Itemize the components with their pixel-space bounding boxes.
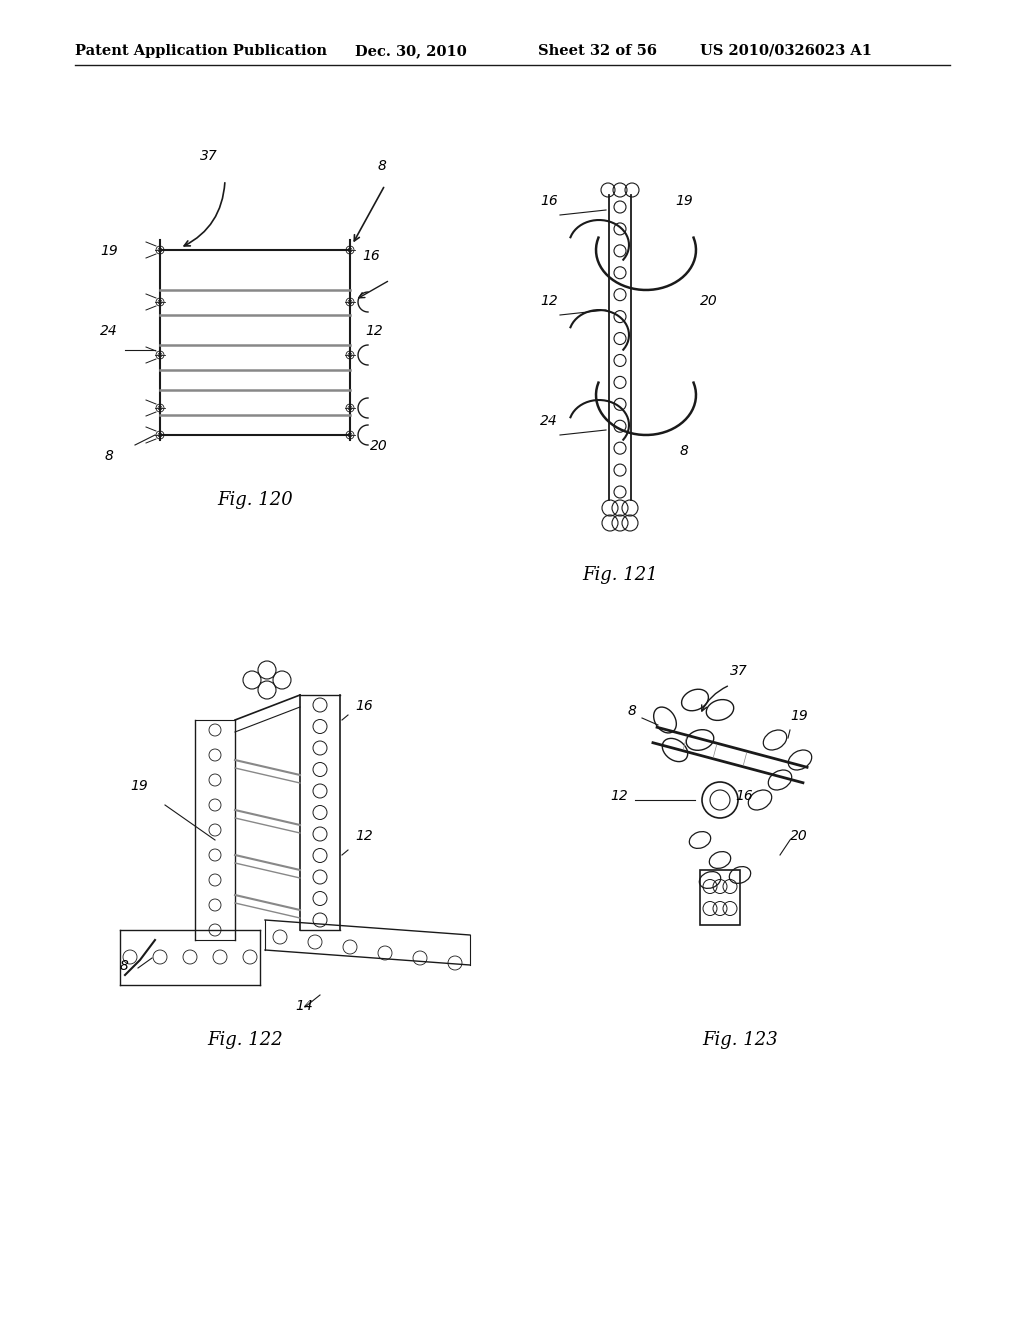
Text: 8: 8 — [680, 444, 689, 458]
Text: Sheet 32 of 56: Sheet 32 of 56 — [538, 44, 657, 58]
Text: 19: 19 — [100, 244, 118, 257]
Text: 20: 20 — [700, 294, 718, 308]
Text: 16: 16 — [355, 700, 373, 713]
Text: 12: 12 — [365, 323, 383, 338]
Text: 14: 14 — [295, 999, 312, 1012]
Text: 16: 16 — [362, 249, 380, 263]
Text: Patent Application Publication: Patent Application Publication — [75, 44, 327, 58]
Text: Fig. 123: Fig. 123 — [702, 1031, 778, 1049]
Text: 16: 16 — [735, 789, 753, 803]
Text: 37: 37 — [200, 149, 218, 162]
Text: Fig. 122: Fig. 122 — [207, 1031, 283, 1049]
Text: US 2010/0326023 A1: US 2010/0326023 A1 — [700, 44, 872, 58]
Text: Fig. 120: Fig. 120 — [217, 491, 293, 510]
Text: Dec. 30, 2010: Dec. 30, 2010 — [355, 44, 467, 58]
Text: 12: 12 — [610, 789, 628, 803]
Text: 20: 20 — [370, 440, 388, 453]
Bar — [700, 870, 740, 925]
Text: 12: 12 — [355, 829, 373, 843]
Text: 20: 20 — [790, 829, 808, 843]
Text: 8: 8 — [378, 158, 387, 173]
Text: 8: 8 — [105, 449, 114, 463]
Text: 8: 8 — [628, 704, 637, 718]
Text: 8: 8 — [120, 960, 129, 973]
Text: 16: 16 — [540, 194, 558, 209]
Text: 12: 12 — [540, 294, 558, 308]
Text: 19: 19 — [130, 779, 147, 793]
Text: 24: 24 — [100, 323, 118, 338]
Text: 19: 19 — [675, 194, 693, 209]
Text: 24: 24 — [540, 414, 558, 428]
Text: Fig. 121: Fig. 121 — [582, 566, 657, 583]
Text: 37: 37 — [730, 664, 748, 678]
Text: 19: 19 — [790, 709, 808, 723]
